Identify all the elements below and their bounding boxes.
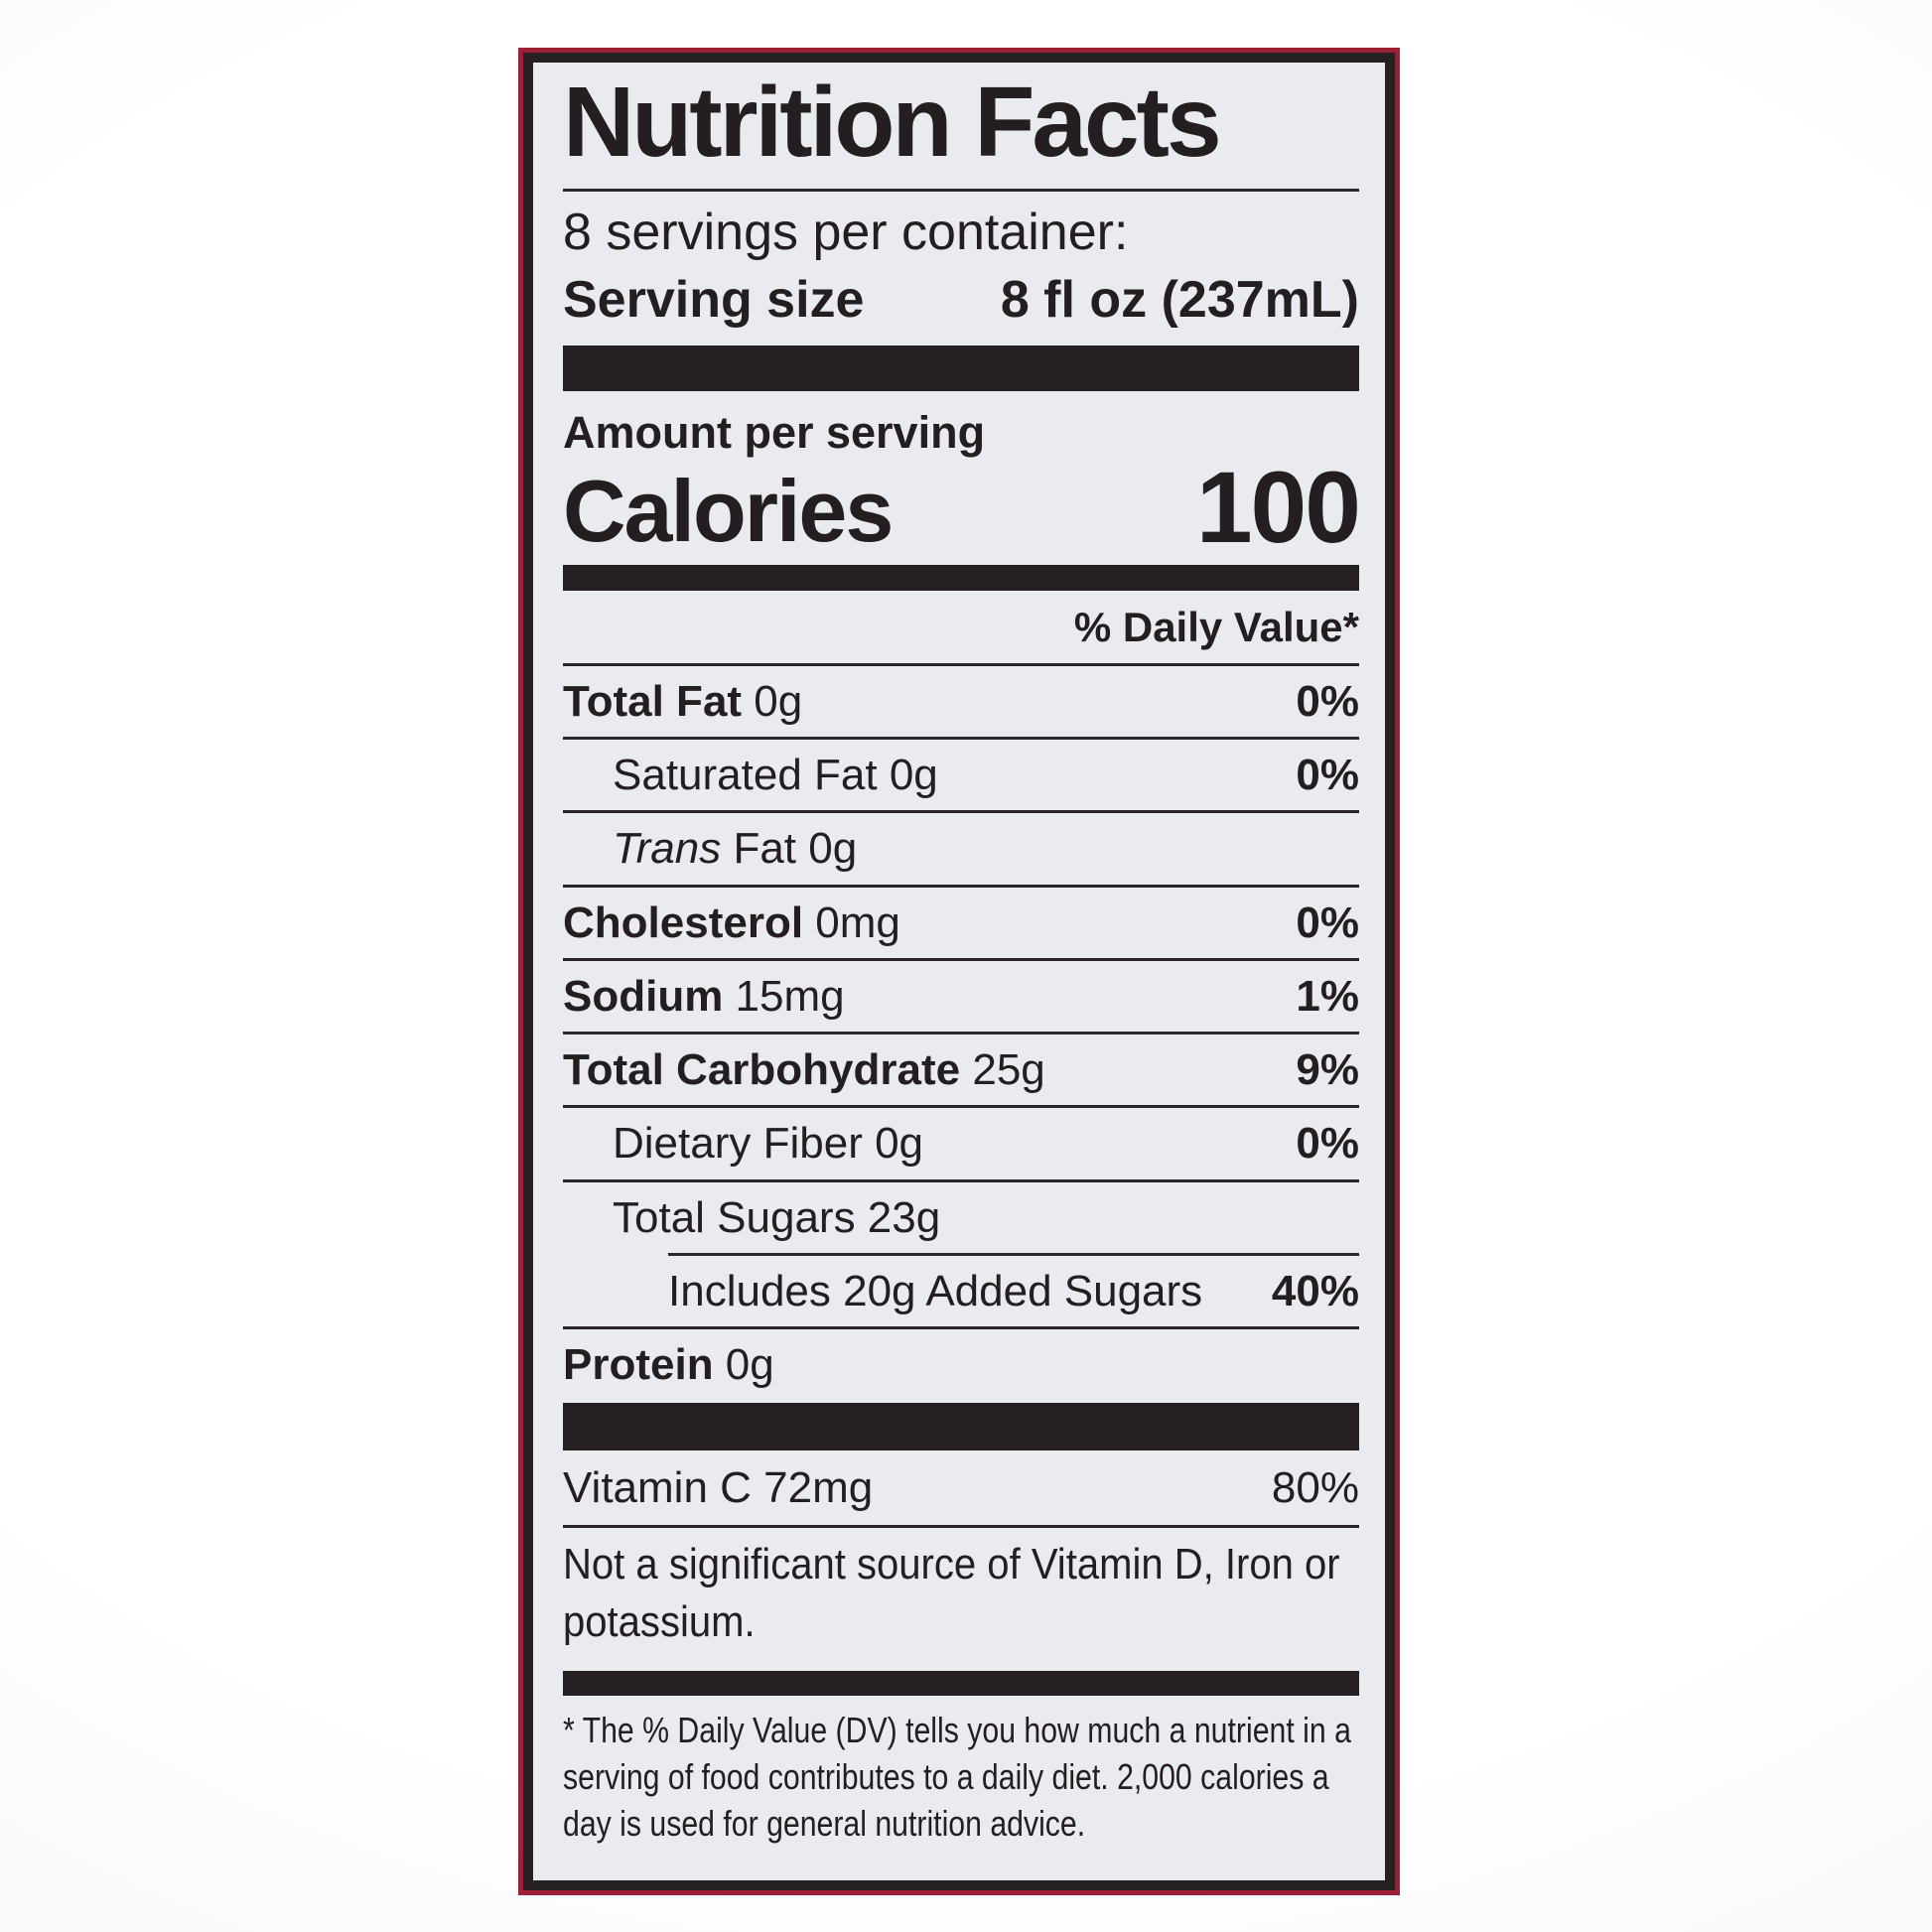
- serving-size-value: 8 fl oz (237mL): [1000, 271, 1359, 330]
- row-divider: [563, 737, 1359, 741]
- nutrient-name: Sodium 15mg: [563, 971, 845, 1021]
- nutrient-row: Cholesterol 0mg 0%: [563, 888, 1359, 958]
- nutrient-row: Includes 20g Added Sugars 40%: [563, 1256, 1359, 1326]
- serving-size-label: Serving size: [563, 271, 865, 330]
- row-divider: [563, 957, 1359, 961]
- label-content: Nutrition Facts 8 servings per container…: [523, 53, 1395, 1891]
- nutrient-row: Total Carbohydrate 25g 9%: [563, 1035, 1359, 1105]
- row-divider: [563, 1326, 1359, 1330]
- calories-label: Calories: [563, 462, 894, 561]
- nutrient-daily-value: 1%: [1296, 971, 1359, 1021]
- row-divider: [563, 1032, 1359, 1035]
- nutrient-name: Total Carbohydrate 25g: [563, 1045, 1045, 1095]
- row-divider: [563, 1524, 1359, 1528]
- nutrient-name: Protein 0g: [563, 1340, 774, 1390]
- nutrient-name: Total Sugars 23g: [613, 1192, 941, 1242]
- not-significant-note: Not a significant source of Vitamin D, I…: [563, 1539, 1340, 1646]
- separator-bar-thick: [563, 1402, 1359, 1450]
- vitamin-row: Vitamin C 72mg 80%: [563, 1450, 1359, 1525]
- amount-per-serving-label: Amount per serving: [563, 406, 986, 458]
- servings-per-container: 8 servings per container:: [563, 204, 1129, 261]
- row-divider: [563, 1178, 1359, 1182]
- row-divider: [563, 810, 1359, 814]
- separator-bar-medium: [563, 565, 1359, 592]
- nutrient-row: Dietary Fiber 0g 0%: [563, 1108, 1359, 1178]
- nutrient-name: Cholesterol 0mg: [563, 897, 900, 947]
- nutrient-name: Includes 20g Added Sugars: [668, 1267, 1203, 1315]
- nutrient-daily-value: 0%: [1296, 897, 1359, 947]
- daily-value-header: % Daily Value*: [563, 591, 1359, 666]
- daily-value-footnote: * The % Daily Value (DV) tells you how m…: [563, 1709, 1351, 1844]
- label-title: Nutrition Facts: [563, 67, 1222, 178]
- nutrient-row: Total Sugars 23g: [563, 1182, 1359, 1253]
- nutrient-name: Trans Fat 0g: [613, 824, 858, 874]
- nutrient-row: Protein 0g: [563, 1329, 1359, 1400]
- nutrient-daily-value: 0%: [1296, 1119, 1359, 1169]
- nutrient-name: Saturated Fat 0g: [613, 751, 938, 800]
- row-divider: [668, 1253, 1359, 1256]
- nutrition-facts-label: Nutrition Facts 8 servings per container…: [518, 48, 1400, 1896]
- row-divider: [563, 884, 1359, 888]
- nutrient-daily-value: 9%: [1296, 1045, 1359, 1095]
- serving-size-row: Serving size 8 fl oz (237mL): [563, 269, 1359, 331]
- nutrient-row: Trans Fat 0g: [563, 813, 1359, 884]
- nutrient-name: Dietary Fiber 0g: [613, 1119, 924, 1169]
- row-divider: [563, 1105, 1359, 1109]
- separator-bar-thick: [563, 345, 1359, 391]
- nutrient-row: Sodium 15mg 1%: [563, 961, 1359, 1032]
- nutrient-daily-value: 0%: [1296, 676, 1359, 726]
- calories-row: Calories 100: [563, 450, 1361, 564]
- title-divider: [563, 189, 1359, 192]
- nutrient-daily-value: 0%: [1296, 751, 1359, 800]
- vitamin-name: Vitamin C 72mg: [563, 1462, 874, 1512]
- vitamin-dv: 80%: [1271, 1462, 1359, 1512]
- nutrient-row: Saturated Fat 0g 0%: [563, 740, 1359, 810]
- nutrient-row: Total Fat 0g 0%: [563, 666, 1359, 737]
- nutrient-rows: Total Fat 0g 0% Saturated Fat 0g 0% Trans Fa…: [563, 666, 1359, 1401]
- calories-value: 100: [1195, 450, 1361, 564]
- nutrient-daily-value: 40%: [1271, 1267, 1359, 1315]
- nutrient-name: Total Fat 0g: [563, 676, 803, 726]
- separator-bar-medium: [563, 1670, 1359, 1696]
